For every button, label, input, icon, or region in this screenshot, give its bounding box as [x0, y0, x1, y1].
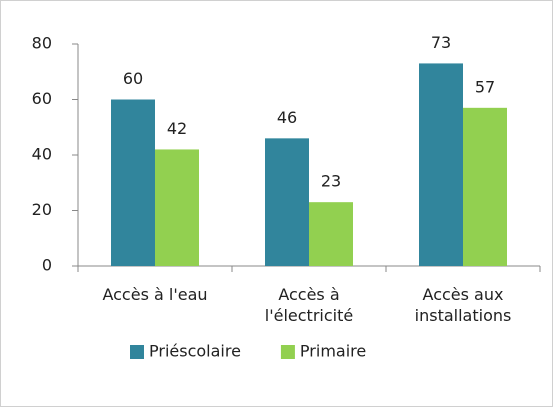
- data-label: 73: [431, 33, 451, 52]
- x-tick-label: Accès à l'électricité: [264, 285, 354, 325]
- data-label: 23: [321, 172, 341, 191]
- bar: [419, 63, 463, 266]
- data-label: 60: [123, 69, 143, 88]
- bar: [463, 107, 507, 266]
- data-label: 42: [167, 119, 187, 138]
- data-label: 46: [277, 108, 297, 127]
- bar: [155, 149, 199, 266]
- y-tick-label: 40: [32, 145, 52, 164]
- legend-swatch: [130, 345, 144, 359]
- bar: [111, 99, 155, 266]
- bar: [265, 138, 309, 266]
- legend-label: Priéscolaire: [149, 342, 241, 361]
- x-tick-label: Accès à l'eau: [102, 285, 208, 304]
- x-tick-label: Accès aux installations: [414, 285, 512, 325]
- y-tick-label: 80: [32, 34, 52, 53]
- legend-label: Primaire: [300, 342, 366, 361]
- bar: [309, 202, 353, 266]
- y-tick-label: 20: [32, 200, 52, 219]
- y-tick-label: 0: [42, 256, 52, 275]
- data-label: 57: [475, 77, 495, 96]
- legend-swatch: [280, 345, 295, 359]
- y-tick-label: 60: [32, 89, 52, 108]
